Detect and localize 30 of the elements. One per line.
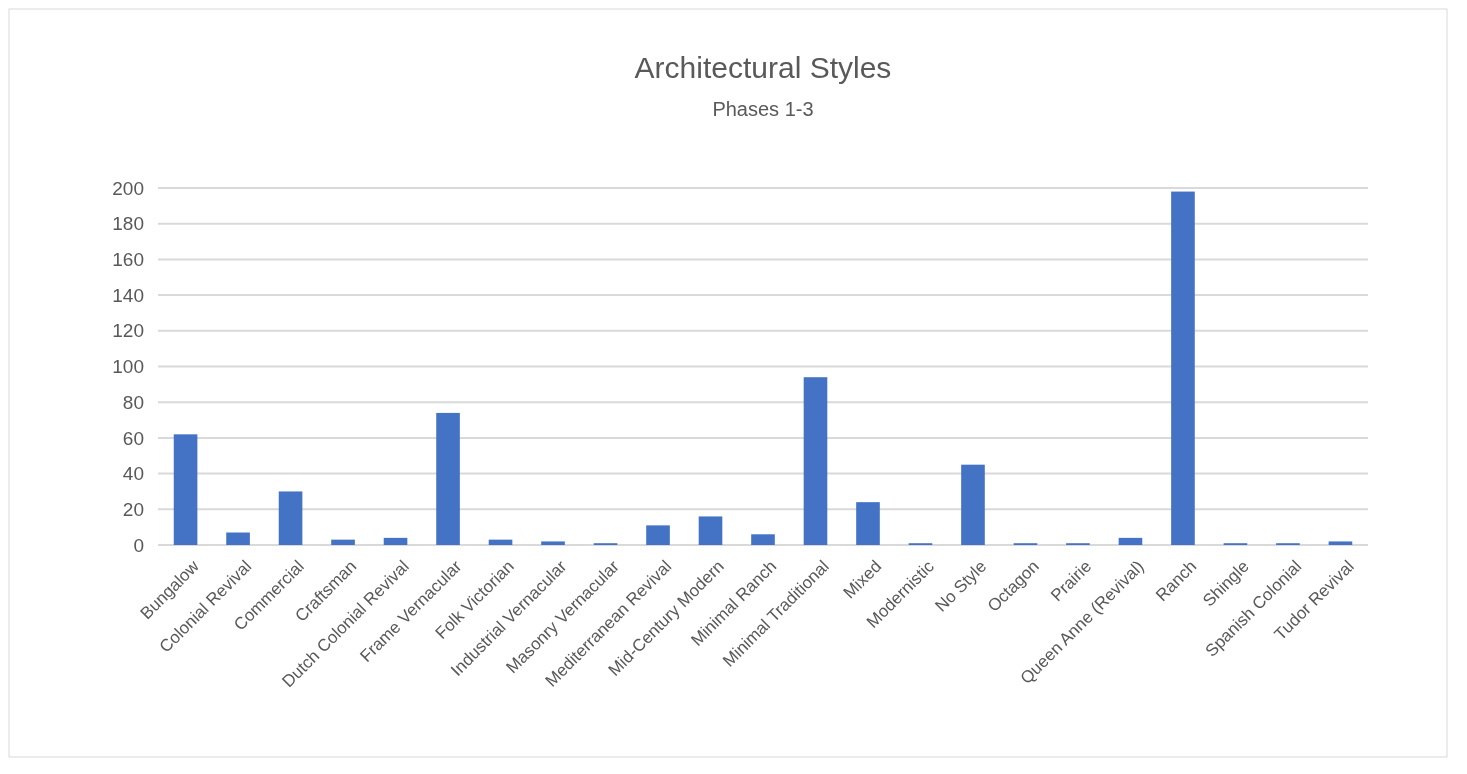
y-tick-label: 0 (133, 534, 144, 556)
bar (541, 541, 565, 545)
y-tick-label: 80 (122, 391, 144, 413)
chart-title: Architectural Styles (634, 51, 892, 84)
bar (226, 532, 250, 545)
bar (961, 464, 985, 545)
bar (646, 525, 670, 545)
chart-subtitle: Phases 1-3 (712, 98, 814, 120)
y-tick-label: 160 (112, 249, 144, 271)
y-tick-label: 120 (112, 320, 144, 342)
bar (383, 537, 408, 545)
y-tick-label: 40 (122, 463, 144, 485)
bar (803, 377, 828, 545)
y-tick-label: 20 (122, 498, 144, 520)
bar (488, 539, 513, 545)
bar (1171, 191, 1195, 545)
bar (1328, 541, 1353, 545)
bar (173, 434, 198, 545)
bar (436, 412, 460, 545)
bar (698, 516, 723, 545)
y-tick-label: 180 (112, 213, 144, 235)
bar (331, 539, 355, 545)
bar (278, 491, 303, 545)
y-tick-label: 60 (122, 427, 144, 449)
bar (1118, 537, 1143, 545)
y-tick-label: 200 (112, 177, 144, 199)
y-tick-label: 140 (112, 284, 144, 306)
bar (856, 502, 880, 545)
bar (751, 534, 775, 545)
y-tick-label: 100 (112, 356, 144, 378)
